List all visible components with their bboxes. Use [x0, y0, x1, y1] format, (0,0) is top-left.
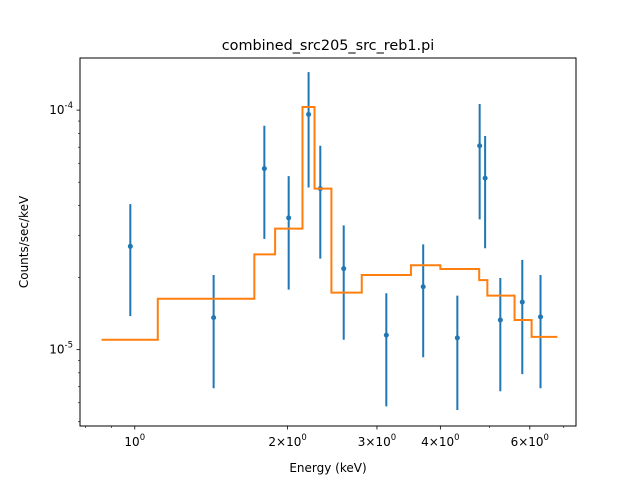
data-point-13 [519, 299, 525, 305]
y-tick-label-1: 10-4 [49, 101, 73, 117]
x-tick-label-0: 100 [124, 433, 145, 449]
data-point-3 [286, 215, 292, 221]
data-point-4 [306, 111, 312, 117]
data-point-7 [383, 332, 389, 338]
data-point-12 [497, 317, 503, 323]
x-tick-label-2: 3×100 [358, 433, 396, 449]
data-series [127, 72, 544, 410]
y-axis-label: Counts/sec/keV [17, 195, 31, 288]
data-point-10 [477, 143, 483, 149]
x-tick-label-4: 6×100 [511, 433, 549, 449]
model-step-line [101, 106, 558, 341]
data-point-8 [420, 284, 426, 290]
chart-title: combined_src205_src_reb1.pi [222, 38, 435, 54]
data-point-1 [211, 315, 217, 321]
data-point-11 [482, 175, 488, 181]
data-point-14 [538, 314, 544, 320]
x-axis-ticks: 100 2×100 3×100 4×100 6×100 [85, 426, 565, 449]
y-axis-ticks: 10-5 10-4 [49, 101, 80, 423]
x-tick-label-3: 4×100 [421, 433, 459, 449]
x-axis-label: Energy (keV) [289, 461, 366, 475]
data-point-9 [454, 335, 460, 341]
data-point-6 [341, 266, 347, 272]
plot-area [101, 72, 558, 410]
data-point-0 [127, 243, 133, 249]
y-tick-label-0: 10-5 [49, 341, 73, 357]
axes-frame [79, 57, 577, 427]
x-tick-label-1: 2×100 [268, 433, 306, 449]
data-point-2 [261, 166, 267, 172]
